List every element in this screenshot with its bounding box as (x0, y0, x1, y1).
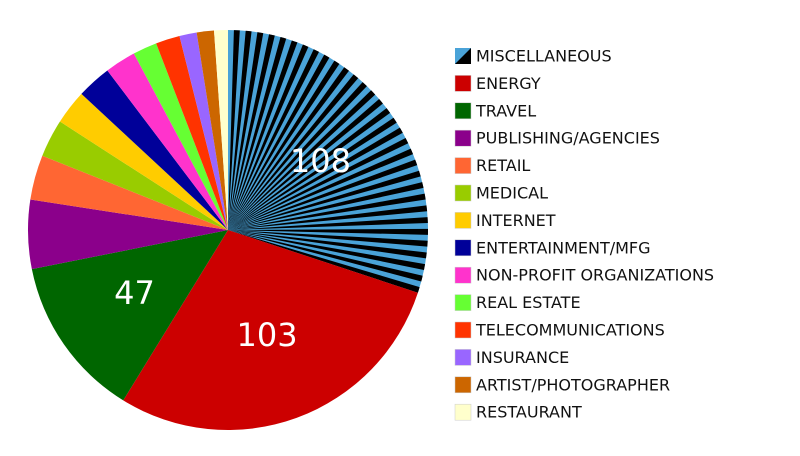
slice-stripe (228, 37, 287, 231)
slice-stripe (228, 170, 421, 230)
slice-stripe (228, 82, 367, 230)
slice-stripe (228, 32, 264, 230)
pie-slice (42, 121, 228, 230)
slice-stripe (228, 60, 340, 231)
slice-stripe (228, 34, 275, 230)
pie-slice (59, 93, 228, 230)
legend-label: RETAIL (476, 156, 530, 175)
slice-stripe (228, 49, 320, 230)
data-label: 47 (114, 274, 155, 312)
slice-stripe (228, 54, 330, 231)
slice-stripe (228, 98, 383, 231)
slice-stripe (228, 205, 428, 230)
pie-slice (179, 32, 228, 230)
legend-swatch (454, 212, 472, 229)
slice-stripe (228, 230, 423, 282)
legend-swatch (454, 75, 472, 92)
slice-stripe (228, 182, 424, 230)
data-label: 103 (237, 316, 298, 354)
legend-swatch (454, 266, 472, 284)
pie-slice (196, 30, 228, 231)
slice-stripe (228, 159, 418, 230)
legend-swatch (454, 129, 472, 147)
legend-label: ARTIST/PHOTOGRAPHER (476, 375, 670, 394)
legend-label: PUBLISHING/AGENCIES (476, 129, 660, 148)
legend-label: NON-PROFIT ORGANIZATIONS (476, 266, 714, 285)
slice-stripe (228, 230, 420, 293)
legend-label: TELECOMMUNICATIONS (475, 321, 665, 340)
slice-stripe (228, 228, 428, 235)
legend-label: ENTERTAINMENT/MFG (476, 238, 651, 257)
pie-slice (123, 230, 418, 430)
slice-stripe (228, 217, 428, 230)
legend-swatch (454, 184, 472, 202)
slice-stripe (228, 40, 298, 230)
legend-swatch (454, 403, 472, 421)
legend-label: REAL ESTATE (476, 293, 581, 312)
slice-stripe (228, 108, 391, 230)
slice-stripe (228, 67, 349, 230)
pie-slice (107, 53, 228, 231)
pie-slice (214, 30, 228, 230)
slice-stripe (228, 30, 252, 230)
pie-slice (27, 199, 228, 270)
slice-stripe (228, 74, 359, 230)
slice-stripe (228, 137, 409, 230)
pie-slice (30, 155, 229, 230)
slice-stripe (228, 44, 309, 231)
legend-label: ENERGY (476, 74, 541, 93)
legend-swatch (454, 102, 472, 120)
slice-stripe (228, 148, 414, 230)
slice-stripe (228, 230, 428, 247)
legend-label: INSURANCE (476, 348, 569, 367)
pie-slice (156, 35, 228, 230)
legend-swatch (454, 239, 472, 257)
slice-stripe (228, 193, 426, 230)
pie-slice (31, 230, 228, 401)
slice-stripe (228, 30, 240, 231)
pie-slice (133, 43, 228, 231)
slice-stripe (228, 230, 426, 270)
legend-label: INTERNET (476, 211, 556, 230)
slice-stripe (228, 127, 403, 230)
pie-slice (81, 70, 228, 230)
slice-stripe (228, 117, 397, 230)
legend-swatch (454, 157, 472, 174)
legend-label: TRAVEL (475, 101, 536, 120)
slice-stripe (228, 230, 427, 259)
data-label: 108 (290, 142, 351, 180)
legend-label: MISCELLANEOUS (476, 47, 612, 66)
slice-stripe (228, 90, 376, 231)
legend-swatch (454, 376, 472, 394)
legend-swatch (454, 349, 472, 366)
legend-swatch (454, 294, 472, 311)
legend-label: RESTAURANT (476, 403, 582, 422)
legend-swatch (454, 321, 472, 339)
legend-swatch-stripe (455, 48, 471, 64)
legend-label: MEDICAL (476, 184, 548, 203)
